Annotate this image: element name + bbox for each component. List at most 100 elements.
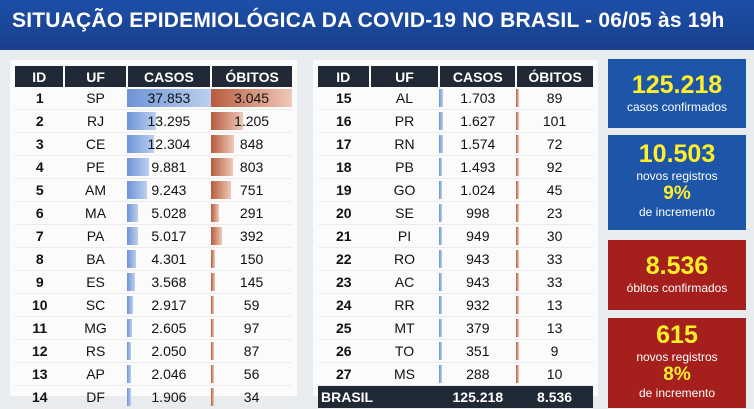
table-row: 17 RN 1.574 72 — [318, 132, 593, 156]
row-obitos: 56 — [211, 362, 292, 386]
row-obitos: 3.045 — [211, 87, 293, 110]
table-row: 2 RJ 13.295 1.205 — [15, 109, 292, 133]
row-casos: 9.243 — [126, 178, 212, 202]
casos-bar — [126, 365, 132, 383]
row-uf: RO — [369, 247, 440, 271]
obitos-value: 97 — [243, 320, 260, 336]
casos-bar — [126, 227, 138, 245]
row-id: 23 — [318, 270, 370, 294]
obitos-value: 13 — [546, 297, 563, 313]
total-casos: 125.218 — [439, 385, 517, 408]
row-id: 9 — [15, 270, 65, 294]
row-id: 16 — [318, 109, 370, 133]
table-row: 16 PR 1.627 101 — [318, 109, 593, 133]
casos-value: 13.295 — [147, 113, 191, 129]
casos-value: 943 — [466, 251, 490, 267]
obitos-bar — [211, 112, 244, 130]
casos-bar — [126, 342, 132, 360]
row-id: 4 — [15, 155, 65, 179]
row-id: 10 — [15, 293, 65, 317]
row-obitos: 803 — [211, 155, 292, 179]
casos-value: 5.017 — [151, 228, 187, 244]
row-casos: 9.881 — [126, 155, 212, 179]
table-row: 25 MT 379 13 — [318, 316, 593, 340]
row-id: 17 — [318, 132, 370, 156]
row-uf: MA — [64, 201, 127, 225]
casos-value: 1.493 — [460, 159, 496, 175]
title-bar: SITUAÇÃO EPIDEMIOLÓGICA DA COVID-19 NO B… — [0, 0, 754, 50]
casos-bar — [126, 296, 134, 314]
obitos-value: 56 — [243, 366, 260, 382]
row-obitos: 23 — [516, 201, 593, 225]
obitos-value: 34 — [243, 389, 260, 405]
table-row: 6 MA 5.028 291 — [15, 201, 292, 225]
col-header-casos: CASOS — [439, 66, 518, 87]
obitos-bar — [516, 342, 520, 360]
row-uf: AP — [64, 362, 127, 386]
obitos-value: 13 — [546, 320, 563, 336]
row-id: 11 — [15, 316, 65, 340]
table-row: 26 TO 351 9 — [318, 339, 593, 363]
table-row: 15 AL 1.703 89 — [318, 87, 593, 110]
col-header-uf: UF — [369, 66, 441, 87]
row-obitos: 97 — [211, 316, 292, 340]
row-obitos: 33 — [516, 247, 593, 271]
casos-value: 12.304 — [147, 136, 191, 152]
table-header-row: ID UF CASOS ÓBITOS — [318, 66, 593, 87]
casos-bar — [439, 273, 443, 291]
right-table-panel: ID UF CASOS ÓBITOS 15 AL 1.703 89 16 PR 1.627 1… — [313, 60, 598, 408]
row-uf: RS — [64, 339, 127, 363]
obitos-value: 30 — [546, 228, 563, 244]
obitos-bar — [211, 273, 216, 291]
casos-bar — [439, 342, 443, 360]
casos-value: 1.024 — [460, 182, 496, 198]
states-table-right: ID UF CASOS ÓBITOS 15 AL 1.703 89 16 PR 1.627 1… — [318, 66, 593, 408]
row-uf: ES — [64, 270, 127, 294]
casos-bar — [126, 388, 131, 406]
casos-bar — [126, 181, 148, 199]
casos-value: 9.881 — [151, 159, 187, 175]
card-obitos-confirmados: 8.536 óbitos confirmados — [608, 240, 746, 310]
row-casos: 932 — [439, 293, 517, 317]
casos-confirmados-label: casos confirmados — [626, 100, 728, 114]
novos-obitos-pct: 8% — [663, 364, 691, 385]
obitos-value: 150 — [239, 251, 264, 267]
table-row: 21 PI 949 30 — [318, 224, 593, 248]
row-obitos: 291 — [211, 201, 292, 225]
casos-value: 949 — [466, 228, 490, 244]
row-uf: RR — [369, 293, 440, 317]
casos-value: 1.627 — [460, 113, 496, 129]
casos-bar — [439, 365, 443, 383]
row-casos: 288 — [439, 362, 517, 386]
obitos-bar — [516, 250, 520, 268]
row-id: 2 — [15, 109, 65, 133]
casos-value: 4.301 — [151, 251, 187, 267]
row-obitos: 9 — [516, 339, 593, 363]
obitos-bar — [211, 319, 215, 337]
novos-casos-pct: 9% — [663, 183, 691, 204]
row-casos: 5.017 — [126, 224, 212, 248]
row-uf: MS — [369, 362, 440, 386]
row-obitos: 751 — [211, 178, 292, 202]
row-obitos: 13 — [516, 316, 593, 340]
col-header-casos: CASOS — [126, 66, 213, 87]
casos-bar — [126, 319, 133, 337]
casos-value: 1.703 — [460, 90, 496, 106]
row-id: 3 — [15, 132, 65, 156]
page-title: SITUAÇÃO EPIDEMIOLÓGICA DA COVID-19 NO B… — [12, 9, 725, 32]
row-casos: 13.295 — [126, 109, 212, 133]
casos-value: 9.243 — [151, 182, 187, 198]
col-header-uf: UF — [64, 66, 128, 87]
row-id: 20 — [318, 201, 370, 225]
card-novos-casos: 10.503 novos registros 9% de incremento — [608, 135, 746, 230]
row-casos: 1.493 — [439, 155, 517, 179]
row-id: 19 — [318, 178, 370, 202]
row-casos: 1.906 — [126, 385, 212, 409]
obitos-value: 87 — [243, 343, 260, 359]
obitos-value: 291 — [239, 205, 264, 221]
obitos-bar — [516, 135, 520, 153]
obitos-value: 33 — [546, 251, 563, 267]
row-id: 7 — [15, 224, 65, 248]
casos-bar — [126, 112, 157, 130]
novos-casos-label: novos registros — [636, 169, 718, 183]
